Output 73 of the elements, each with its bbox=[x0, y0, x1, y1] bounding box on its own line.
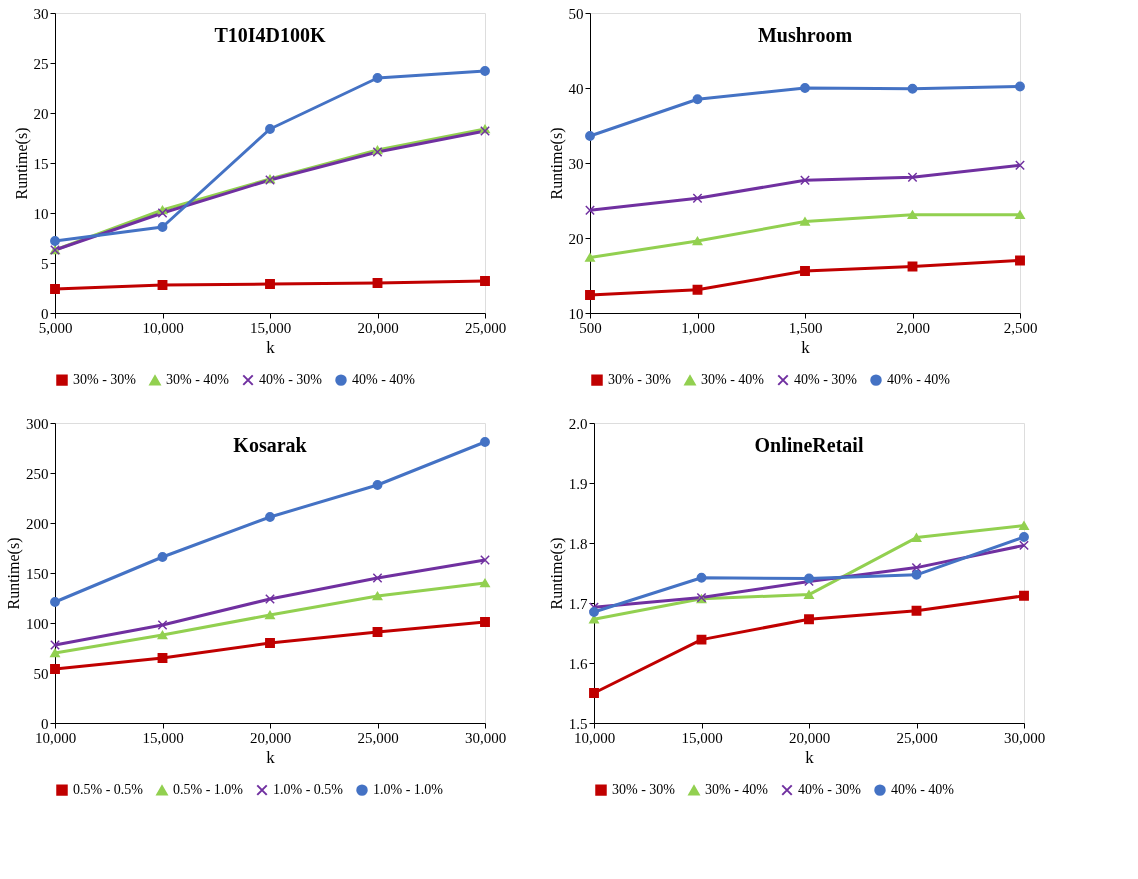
x-tick-label: 25,000 bbox=[896, 729, 938, 746]
text: T10I4D100K bbox=[214, 24, 326, 46]
x-tick-label: 2,500 bbox=[1003, 319, 1038, 336]
x-tick-label: 2,000 bbox=[896, 319, 930, 336]
y-tick-label: 20 bbox=[568, 230, 584, 247]
y-tick-label: 25 bbox=[33, 55, 49, 72]
x-tick-label: 20,000 bbox=[249, 729, 292, 746]
y-tick-label: 20 bbox=[33, 105, 49, 122]
legend-label: 30% - 40% bbox=[701, 372, 765, 388]
x-axis-title: k bbox=[801, 337, 811, 357]
x-tick-label: 20,000 bbox=[788, 729, 831, 746]
legend-label: 40% - 40% bbox=[891, 782, 955, 798]
x-tick-label: 10,000 bbox=[573, 729, 616, 746]
x-tick-label: 25,000 bbox=[464, 319, 507, 336]
x-tick-label: 15,000 bbox=[142, 729, 184, 746]
y-tick-label: 200 bbox=[26, 515, 49, 532]
text: Mushroom bbox=[757, 24, 853, 46]
x-tick-label: 30,000 bbox=[1003, 729, 1046, 746]
x-axis-title: k bbox=[805, 747, 815, 767]
y-tick-label: 15 bbox=[33, 155, 49, 172]
y-tick-label: 10 bbox=[568, 305, 584, 322]
y-tick-label: 10 bbox=[33, 205, 49, 222]
x-tick-label: 10,000 bbox=[34, 729, 77, 746]
legend-label: 0.5% - 1.0% bbox=[173, 782, 244, 798]
y-tick-label: 40 bbox=[568, 80, 584, 97]
y-tick-label: 2.0 bbox=[568, 415, 588, 432]
y-tick-label: 150 bbox=[26, 565, 49, 582]
x-tick-label: 30,000 bbox=[464, 729, 507, 746]
legend-label: 30% - 30% bbox=[73, 372, 137, 388]
y-tick-label: 1.8 bbox=[568, 535, 588, 552]
y-tick-label: 300 bbox=[26, 415, 49, 432]
x-axis-title: k bbox=[266, 337, 276, 357]
legend-label: 30% - 30% bbox=[612, 782, 676, 798]
x-tick-label: 1,000 bbox=[681, 319, 715, 336]
legend-label: 40% - 30% bbox=[259, 372, 323, 388]
x-tick-label: 500 bbox=[579, 319, 602, 336]
x-axis-title: k bbox=[266, 747, 276, 767]
legend-label: 40% - 40% bbox=[887, 372, 951, 388]
legend-label: 30% - 40% bbox=[705, 782, 769, 798]
y-tick-label: 0 bbox=[41, 715, 49, 732]
y-tick-label: 1.9 bbox=[568, 475, 588, 492]
y-tick-label: 1.5 bbox=[568, 715, 588, 732]
x-tick-label: 25,000 bbox=[357, 729, 399, 746]
text: OnlineRetail bbox=[754, 434, 864, 456]
legend-label: 30% - 30% bbox=[608, 372, 672, 388]
y-tick-label: 5 bbox=[41, 255, 49, 272]
y-axis-title: Runtime(s) bbox=[547, 537, 566, 610]
legend-label: 40% - 30% bbox=[798, 782, 862, 798]
y-tick-label: 30 bbox=[568, 155, 584, 172]
text: Kosarak bbox=[233, 434, 308, 456]
x-tick-label: 5,000 bbox=[38, 319, 73, 336]
legend-label: 40% - 30% bbox=[794, 372, 858, 388]
y-tick-label: 0 bbox=[41, 305, 49, 322]
legend-label: 40% - 40% bbox=[352, 372, 416, 388]
y-tick-label: 50 bbox=[33, 665, 49, 682]
x-tick-label: 10,000 bbox=[142, 319, 184, 336]
y-tick-label: 100 bbox=[26, 615, 49, 632]
x-tick-label: 15,000 bbox=[681, 729, 723, 746]
y-tick-label: 1.7 bbox=[568, 595, 588, 612]
y-axis-title: Runtime(s) bbox=[547, 127, 566, 200]
legend-label: 30% - 40% bbox=[166, 372, 230, 388]
y-axis-title: Runtime(s) bbox=[5, 537, 23, 610]
legend-label: 1.0% - 1.0% bbox=[373, 782, 444, 798]
y-axis-title: Runtime(s) bbox=[12, 127, 31, 200]
y-tick-label: 1.6 bbox=[568, 655, 588, 672]
legend-label: 1.0% - 0.5% bbox=[273, 782, 344, 798]
y-tick-label: 50 bbox=[568, 5, 584, 22]
y-tick-label: 30 bbox=[33, 5, 49, 22]
y-tick-label: 250 bbox=[26, 465, 49, 482]
x-tick-label: 15,000 bbox=[249, 319, 292, 336]
x-tick-label: 20,000 bbox=[357, 319, 399, 336]
legend-label: 0.5% - 0.5% bbox=[73, 782, 144, 798]
x-tick-label: 1,500 bbox=[788, 319, 823, 336]
